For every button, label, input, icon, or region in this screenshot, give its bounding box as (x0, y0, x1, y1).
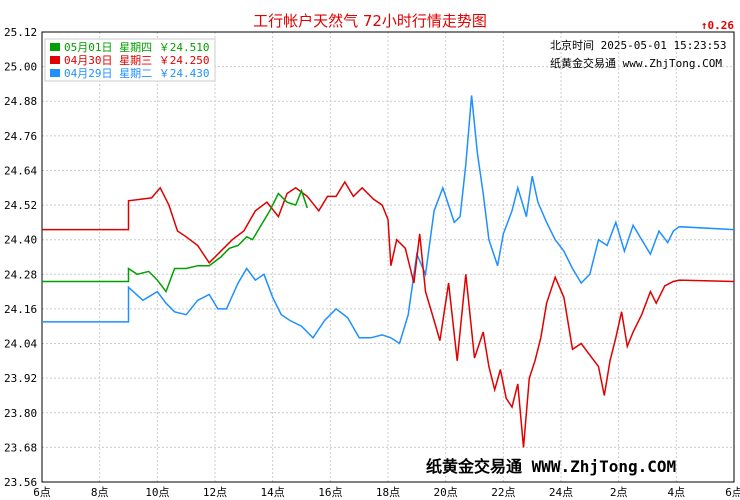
y-tick-label: 23.92 (4, 372, 37, 385)
x-tick-label: 4点 (668, 486, 686, 499)
y-tick-label: 24.16 (4, 303, 37, 316)
legend-label: 05月01日 星期四 ￥24.510 (64, 41, 209, 54)
y-tick-label: 24.28 (4, 268, 37, 281)
legend-box (44, 38, 216, 82)
x-tick-label: 14点 (261, 486, 285, 499)
x-tick-label: 10点 (145, 486, 169, 499)
legend-label: 04月30日 星期三 ￥24.250 (64, 54, 209, 67)
x-tick-label: 18点 (376, 486, 400, 499)
plot-frame (41, 31, 735, 483)
legend-swatch (50, 56, 60, 64)
y-tick-label: 25.00 (4, 61, 37, 74)
watermark: 纸黄金交易通 WWW.ZhjTong.COM (426, 457, 676, 476)
y-tick-label: 24.40 (4, 234, 37, 247)
y-tick-label: 23.80 (4, 407, 37, 420)
y-tick-label: 24.64 (4, 164, 37, 177)
y-axis-ticks: 25.12 25.00 24.88 24.76 24.64 24.52 24.40 24.28… (4, 26, 37, 489)
y-tick-label: 25.12 (4, 26, 37, 39)
y-tick-label: 23.68 (4, 441, 37, 454)
series-line (42, 180, 735, 448)
x-tick-label: 24点 (549, 486, 573, 499)
beijing-time: 北京时间 2025-05-01 15:23:53 (550, 38, 726, 52)
y-tick-label: 23.56 (4, 476, 37, 489)
x-tick-label: 12点 (203, 486, 227, 499)
chart-title: 工行帐户天然气 72小时行情走势图 (253, 12, 487, 30)
legend-swatch (50, 69, 60, 77)
x-tick-label: 20点 (434, 486, 458, 499)
x-tick-label: 16点 (318, 486, 342, 499)
y-tick-label: 24.76 (4, 130, 37, 143)
legend-label: 04月29日 星期二 ￥24.430 (64, 67, 209, 80)
series-line (42, 95, 735, 345)
x-tick-label: 8点 (91, 486, 109, 499)
grid-lines (42, 32, 734, 482)
x-axis-ticks: 6点 8点 10点 12点 14点 16点 18点 20点 22点 24点 2点 4点 6点 (33, 486, 740, 499)
series-layer (42, 95, 735, 448)
x-tick-label: 2点 (610, 486, 628, 499)
x-tick-label: 22点 (491, 486, 515, 499)
y-tick-label: 24.04 (4, 338, 37, 351)
legend-swatch (50, 43, 60, 51)
y-tick-label: 24.88 (4, 95, 37, 108)
x-tick-label: 6点 (33, 486, 51, 499)
site-label: 纸黄金交易通 www.ZhjTong.COM (550, 56, 722, 70)
series-line (42, 188, 309, 294)
y-tick-label: 24.52 (4, 199, 37, 212)
x-tick-label: 6点 (725, 486, 740, 499)
change-indicator: ↑0.26 (701, 19, 734, 32)
